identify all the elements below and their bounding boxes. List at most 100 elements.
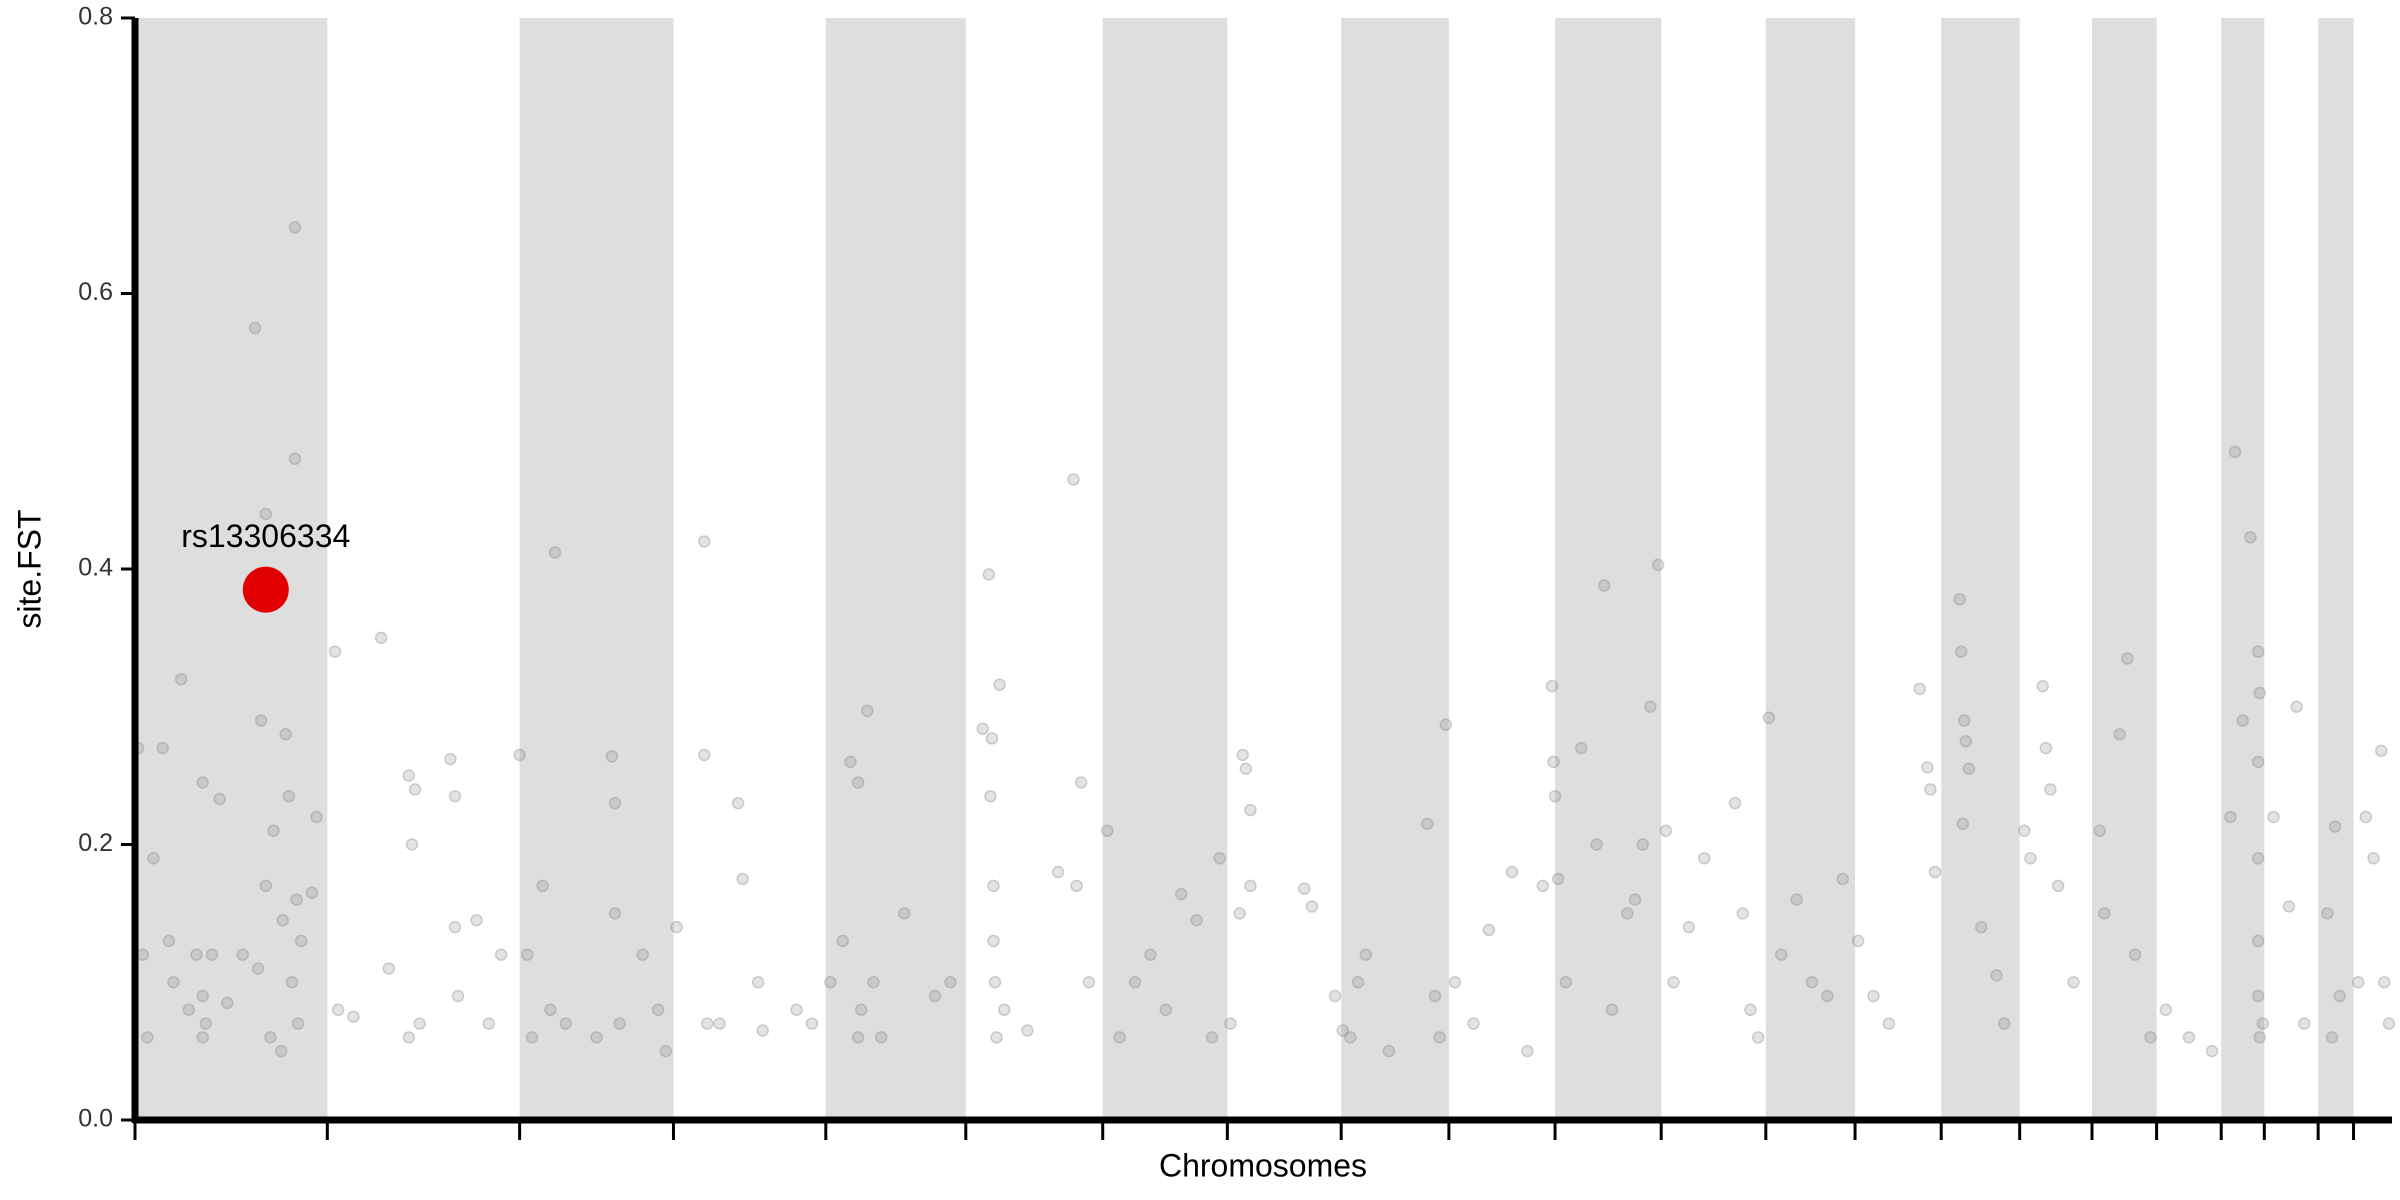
point <box>402 769 416 782</box>
point <box>482 1017 496 1030</box>
point <box>993 678 1006 691</box>
point <box>382 962 396 975</box>
point <box>2251 645 2265 658</box>
point <box>613 1017 626 1030</box>
point <box>988 976 1002 989</box>
point <box>2333 989 2346 1003</box>
point <box>2098 907 2111 920</box>
point <box>1467 1017 1480 1030</box>
point <box>1551 872 1565 886</box>
point <box>2121 652 2134 665</box>
point <box>1159 1003 1173 1017</box>
chromosome-band <box>2221 18 2265 1120</box>
point <box>221 996 234 1010</box>
chromosome-band <box>2318 18 2354 1120</box>
point <box>944 976 957 989</box>
point <box>590 1031 603 1044</box>
point <box>267 824 280 837</box>
point <box>2039 741 2053 755</box>
point <box>2159 1003 2173 1017</box>
point <box>513 748 526 762</box>
point <box>2251 934 2265 948</box>
y-tick-label: 0.4 <box>78 554 113 582</box>
point <box>636 948 649 961</box>
point <box>854 1003 868 1017</box>
point <box>987 879 1000 893</box>
point <box>1547 755 1560 769</box>
point <box>2351 976 2365 989</box>
point <box>1659 824 1673 837</box>
point <box>1928 865 1942 879</box>
point <box>167 976 180 989</box>
point <box>494 948 508 961</box>
point <box>1867 989 1880 1003</box>
point <box>2128 948 2142 961</box>
point <box>1851 934 1865 948</box>
point <box>2044 783 2057 796</box>
point <box>984 790 997 803</box>
point <box>1751 1031 1765 1044</box>
point <box>288 452 302 466</box>
point <box>328 645 342 658</box>
point <box>199 1017 213 1030</box>
point <box>987 934 1000 948</box>
x-axis-label: Chromosomes <box>1159 1147 1367 1183</box>
point <box>1590 838 1603 851</box>
point <box>525 1031 539 1044</box>
point <box>2018 824 2031 837</box>
point <box>805 1017 819 1030</box>
point <box>2205 1044 2219 1058</box>
point <box>305 886 319 899</box>
point <box>1051 865 1065 879</box>
point <box>985 732 999 745</box>
point <box>2282 900 2296 913</box>
point <box>1913 682 1926 696</box>
point <box>213 792 226 806</box>
point <box>448 920 462 934</box>
point <box>1505 865 1519 879</box>
point <box>1790 893 1803 906</box>
point <box>1628 893 1642 906</box>
point <box>1605 1003 1619 1017</box>
points <box>131 221 2396 1058</box>
point <box>1636 838 1649 851</box>
point <box>2321 907 2334 920</box>
point <box>1882 1017 1896 1030</box>
point <box>548 546 562 559</box>
point <box>698 748 711 762</box>
point <box>731 796 745 810</box>
point <box>670 920 683 934</box>
chromosome-band <box>825 18 966 1120</box>
point <box>1082 976 1096 989</box>
point <box>2251 755 2265 769</box>
point <box>651 1003 665 1017</box>
point <box>976 722 989 736</box>
point <box>274 1044 288 1058</box>
point <box>701 1017 714 1030</box>
point <box>874 1031 888 1044</box>
point <box>608 907 622 920</box>
point <box>1428 989 1442 1003</box>
point <box>1244 803 1257 817</box>
point <box>1305 900 1319 913</box>
point <box>444 752 457 766</box>
point <box>2367 852 2380 865</box>
point <box>1744 1003 1757 1017</box>
point <box>1351 976 1365 989</box>
point <box>2067 976 2080 989</box>
point <box>1101 824 1114 837</box>
point <box>470 914 483 927</box>
point <box>1128 976 1142 989</box>
point <box>2253 686 2266 700</box>
point <box>2236 714 2250 727</box>
point <box>736 872 749 886</box>
point <box>405 838 419 851</box>
point <box>156 741 169 755</box>
point <box>2244 531 2257 544</box>
y-tick-label: 0.6 <box>78 278 113 306</box>
point <box>1774 948 1788 961</box>
point <box>1144 948 1157 961</box>
point <box>1621 907 1634 920</box>
point <box>288 221 302 234</box>
